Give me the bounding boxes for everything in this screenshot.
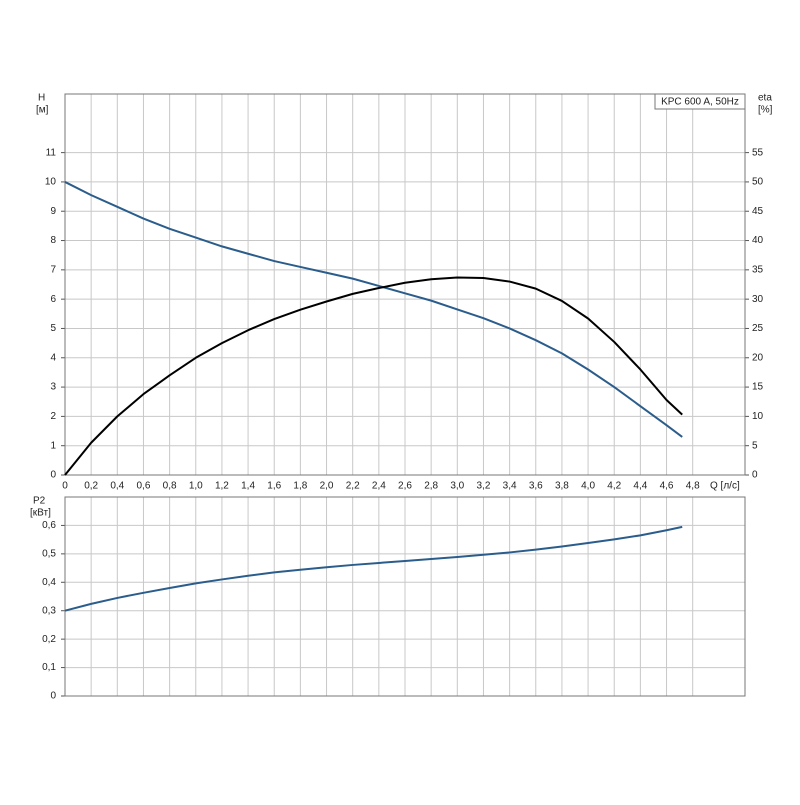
curve — [64, 525, 683, 612]
y-tick-label: 10 — [45, 177, 57, 188]
curve — [64, 276, 683, 476]
y-axis-unit: [кВт] — [30, 508, 51, 519]
x-tick-label: 3,8 — [555, 481, 569, 492]
annotation: KPC 600 A, 50Hz — [661, 97, 739, 108]
x-tick-label: 4,8 — [686, 481, 700, 492]
x-tick-label: 1,2 — [215, 481, 229, 492]
x-tick-label: 2,2 — [346, 481, 360, 492]
y2-tick-label: 30 — [752, 294, 764, 305]
x-tick-label: 4,2 — [607, 481, 621, 492]
y-tick-label: 0 — [50, 691, 56, 702]
y-tick-label: 4 — [50, 352, 56, 363]
y2-axis-label: eta — [758, 93, 772, 104]
y-tick-label: 6 — [50, 294, 56, 305]
y-axis-label: H — [38, 93, 45, 104]
x-tick-label: 0,6 — [137, 481, 151, 492]
y2-tick-label: 50 — [752, 177, 764, 188]
x-tick-label: 1,8 — [293, 481, 307, 492]
x-tick-label: 3,0 — [450, 481, 464, 492]
y-tick-label: 2 — [50, 411, 56, 422]
y2-tick-label: 5 — [752, 440, 758, 451]
x-tick-label: 0,8 — [163, 481, 177, 492]
annotation-box — [654, 93, 746, 110]
y2-tick-label: 55 — [752, 147, 764, 158]
plot-frame — [64, 496, 746, 697]
y-tick-label: 0,2 — [42, 634, 56, 645]
x-tick-label: 4,4 — [633, 481, 647, 492]
y-tick-label: 3 — [50, 382, 56, 393]
x-tick-label: 2,6 — [398, 481, 412, 492]
y-tick-label: 0,6 — [42, 520, 56, 531]
y-tick-label: 5 — [50, 323, 56, 334]
x-tick-label: 1,6 — [267, 481, 281, 492]
x-tick-label: 3,4 — [503, 481, 517, 492]
x-tick-label: 1,0 — [189, 481, 203, 492]
y2-tick-label: 20 — [752, 352, 764, 363]
y2-tick-label: 10 — [752, 411, 764, 422]
x-tick-label: 4,0 — [581, 481, 595, 492]
y-tick-label: 0,4 — [42, 577, 56, 588]
y2-tick-label: 35 — [752, 264, 764, 275]
y-axis-label: P2 — [33, 496, 46, 507]
curve — [64, 181, 683, 438]
x-tick-label: 1,4 — [241, 481, 255, 492]
y2-tick-label: 25 — [752, 323, 764, 334]
x-tick-label: 3,6 — [529, 481, 543, 492]
x-axis-label: Q [л/с] — [710, 481, 740, 492]
y2-tick-label: 0 — [752, 470, 758, 481]
x-tick-label: 4,6 — [660, 481, 674, 492]
y-tick-label: 0 — [50, 470, 56, 481]
y-axis-unit: [м] — [36, 105, 49, 116]
x-tick-label: 0 — [62, 481, 68, 492]
x-tick-label: 2,4 — [372, 481, 386, 492]
x-tick-label: 0,4 — [110, 481, 124, 492]
y-tick-label: 1 — [50, 440, 56, 451]
y2-tick-label: 45 — [752, 206, 764, 217]
y2-tick-label: 15 — [752, 382, 764, 393]
y-tick-label: 0,3 — [42, 605, 56, 616]
plot-frame — [64, 93, 746, 476]
x-tick-label: 3,2 — [477, 481, 491, 492]
y-tick-label: 8 — [50, 235, 56, 246]
y-tick-label: 0,1 — [42, 662, 56, 673]
y-tick-label: 0,5 — [42, 548, 56, 559]
y-tick-label: 11 — [46, 147, 57, 158]
y2-axis-unit: [%] — [758, 105, 773, 116]
y-tick-label: 9 — [50, 206, 56, 217]
x-tick-label: 2,0 — [320, 481, 334, 492]
x-tick-label: 0,2 — [84, 481, 98, 492]
y2-tick-label: 40 — [752, 235, 764, 246]
x-tick-label: 2,8 — [424, 481, 438, 492]
y-tick-label: 7 — [50, 264, 56, 275]
